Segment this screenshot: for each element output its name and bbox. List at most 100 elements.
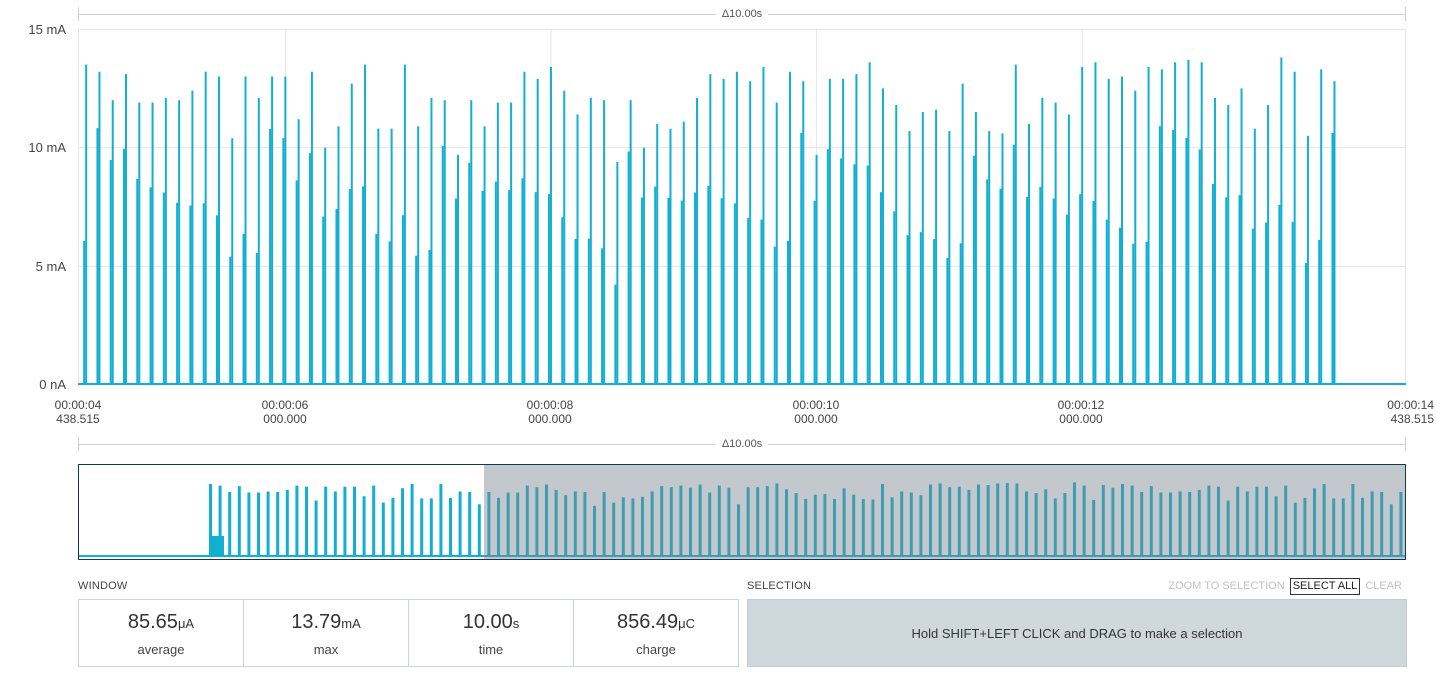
clear-selection-button[interactable]: CLEAR [1365,580,1402,592]
overview-pulse [823,494,827,556]
zoom-to-selection-button[interactable]: ZOOM TO SELECTION [1168,580,1285,592]
current-pulse [244,76,247,385]
current-subpulse [1119,227,1122,385]
overview-pulse [1255,486,1259,556]
overview-pulse [1005,482,1009,556]
current-pulse [310,71,313,385]
overview-pulse [381,502,385,556]
current-subpulse [707,186,710,385]
overview-pulse [1361,497,1364,556]
overview-pulse [890,497,894,556]
current-subpulse [879,192,882,385]
current-subpulse [1278,204,1281,385]
current-subpulse [375,233,378,385]
overview-pulse [439,484,443,556]
current-subpulse [468,162,471,385]
stat-average-value: 85.65 [127,610,178,633]
overview-pulse [506,492,510,556]
current-pulse [935,109,938,385]
overview-pulse [804,498,808,556]
overview-pulse [1322,484,1326,556]
current-pulse [377,128,380,385]
current-pulse [443,100,446,385]
overview-pulse [650,491,654,556]
current-pulse [961,83,964,385]
current-pulse [1267,104,1270,385]
overview-pulse [1351,484,1355,556]
current-subpulse [1132,243,1135,385]
overview-pulse [1130,485,1134,556]
overview-pulse [621,497,625,556]
window-duration-indicator-top: Δ10.00s [78,7,1406,21]
current-pulse [988,131,991,385]
overview-pulse [1313,488,1316,556]
overview-pulse [1149,486,1153,556]
overview-pulse [1303,497,1307,556]
overview-pulse [343,486,347,556]
current-pulse [1293,71,1296,385]
current-subpulse [694,192,697,385]
current-pulse [125,74,128,385]
window-stats-panel: 85.65μA average 13.79mA max 10.00s time … [78,599,739,667]
select-all-button[interactable]: SELECT ALL [1289,578,1361,595]
window-duration-label: Δ10.00s [715,7,769,21]
overview-pulse [660,486,664,556]
overview-pulse [746,487,750,556]
current-subpulse [601,248,604,385]
current-pulse [1227,104,1230,385]
y-tick-15ma: 15 mA [28,22,66,37]
current-subpulse [123,148,126,385]
current-pulse [921,112,924,385]
overview-pulse [314,500,318,556]
current-subpulse [733,203,736,385]
overview-chart[interactable] [78,464,1406,560]
current-subpulse [866,165,869,385]
selection-panel[interactable]: Hold SHIFT+LEFT CLICK and DRAG to make a… [747,599,1407,667]
overview-pulse [237,486,241,556]
current-subpulse [1158,126,1161,385]
overview-pulse [861,498,865,556]
overview-pulse [477,504,481,556]
current-pulse [563,90,566,385]
overview-pulse [967,489,971,556]
current-subpulse [840,158,843,385]
x-tick-4: 00:00:12 000.000 [1057,398,1105,426]
current-subpulse [587,238,590,385]
current-subpulse [680,200,683,385]
current-subpulse [1052,198,1055,385]
overview-pulse [986,485,990,556]
current-chart[interactable] [78,29,1406,385]
current-pulse [164,97,167,385]
stat-average: 85.65μA average [79,600,244,666]
current-pulse [1187,59,1190,385]
current-subpulse [1304,262,1307,385]
overview-pulse [458,491,462,556]
current-subpulse [149,187,152,385]
overview-pulse [641,496,644,556]
overview-pulse [1025,491,1028,556]
current-subpulse [800,132,803,385]
overview-pulse [1245,491,1249,556]
overview-pulse [756,487,760,556]
overview-pulse [977,484,980,556]
overview-pulse [1101,485,1105,556]
overview-pulse [1399,492,1403,556]
current-pulse [1014,64,1017,385]
current-pulse [284,76,287,385]
current-subpulse [308,153,311,385]
current-pulse [895,104,898,385]
overview-pulse [362,496,366,556]
current-pulse [735,71,738,385]
current-subpulse [229,256,232,385]
current-pulse [881,88,884,385]
overview-pulse [1370,491,1374,556]
current-pulse [682,121,685,385]
overview-pulse [410,484,414,556]
overview-pulse [583,492,587,556]
current-subpulse [401,215,404,385]
current-pulse [536,78,539,385]
overview-pulse [1111,487,1115,556]
current-pulse [390,128,393,385]
current-pulse [1333,81,1336,385]
overview-pulse [1121,484,1124,556]
